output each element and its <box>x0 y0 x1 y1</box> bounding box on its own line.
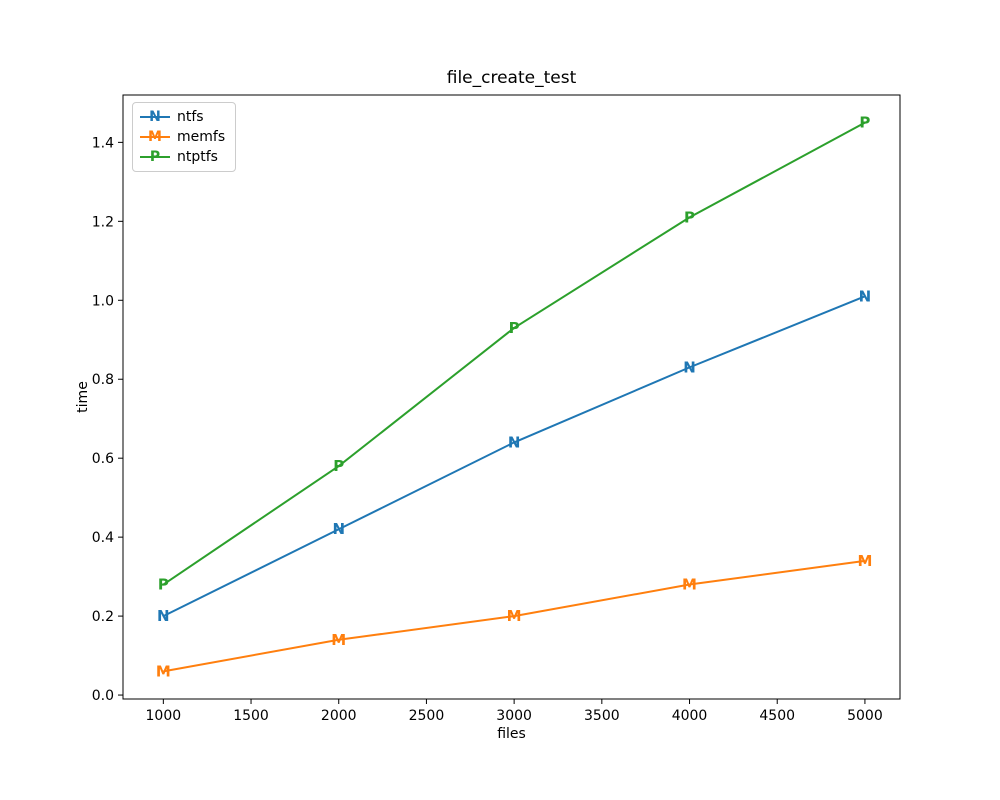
marker-memfs: M <box>331 631 346 649</box>
marker-ntptfs: P <box>859 114 870 132</box>
legend-label: ntptfs <box>177 149 218 165</box>
legend-sample-memfs: M <box>140 127 170 147</box>
marker-ntptfs: P <box>684 208 695 226</box>
marker-memfs: M <box>156 662 171 680</box>
marker-ntfs: N <box>859 287 872 305</box>
marker-ntfs: N <box>157 607 170 625</box>
y-axis-label: time <box>75 381 91 413</box>
x-tick-label: 4500 <box>759 708 795 724</box>
series-line-ntfs <box>162 295 866 617</box>
y-tick-label: 0.8 <box>92 372 114 388</box>
y-tick-label: 0.6 <box>92 451 114 467</box>
legend-marker-icon: M <box>148 129 162 145</box>
legend-marker-icon: P <box>149 149 161 165</box>
legend-marker-icon: N <box>149 109 161 125</box>
x-tick-label: 5000 <box>847 708 883 724</box>
legend-sample-ntfs: N <box>140 107 170 127</box>
marker-memfs: M <box>682 576 697 594</box>
x-tick-label: 3000 <box>496 708 532 724</box>
legend-sample-ntptfs: P <box>140 147 170 167</box>
x-tick-label: 3500 <box>584 708 620 724</box>
marker-ntptfs: P <box>509 319 520 337</box>
series-line-ntptfs <box>162 121 866 586</box>
x-tick-label: 4000 <box>672 708 708 724</box>
legend-line-icon <box>140 136 170 138</box>
x-tick-label: 1500 <box>233 708 269 724</box>
legend-line-icon <box>140 116 170 118</box>
marker-ntptfs: P <box>333 457 344 475</box>
y-tick-label: 1.2 <box>92 214 114 230</box>
y-tick-label: 1.4 <box>92 135 114 151</box>
x-tick-label: 2500 <box>409 708 445 724</box>
x-axis-label: files <box>497 726 526 742</box>
marker-memfs: M <box>507 607 522 625</box>
legend-label: memfs <box>177 129 226 145</box>
chart-title: file_create_test <box>446 68 577 88</box>
marker-ntfs: N <box>508 433 521 451</box>
plot-spines <box>122 94 901 700</box>
y-tick-label: 1.0 <box>92 293 114 309</box>
x-tick-label: 2000 <box>321 708 357 724</box>
marker-ntfs: N <box>332 520 345 538</box>
marker-ntptfs: P <box>158 576 169 594</box>
y-tick-label: 0.4 <box>92 530 114 546</box>
x-tick-label: 1000 <box>146 708 182 724</box>
legend-line-icon <box>140 156 170 158</box>
y-tick-label: 0.2 <box>92 609 114 625</box>
y-tick-label: 0.0 <box>92 688 114 704</box>
marker-ntfs: N <box>683 358 696 376</box>
legend-label: ntfs <box>177 109 204 125</box>
series-line-memfs <box>163 559 866 673</box>
marker-memfs: M <box>857 552 872 570</box>
